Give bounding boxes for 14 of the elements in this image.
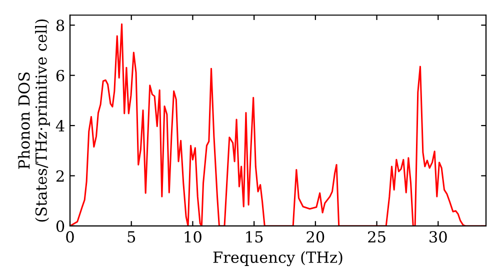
x-tick-label: 30	[430, 231, 447, 243]
x-tick-label: 0	[66, 231, 74, 243]
y-tick-label: 8	[56, 20, 64, 32]
x-tick-label: 5	[128, 231, 136, 243]
x-axis-title: Frequency (THz)	[213, 251, 342, 266]
y-tick-label: 4	[56, 120, 64, 132]
y-axis-title: Phonon DOS (States/THz·primitive cell)	[18, 20, 50, 222]
y-tick-label: 0	[56, 220, 64, 232]
y-tick-label: 6	[56, 70, 64, 82]
x-tick-label: 25	[368, 231, 386, 243]
x-tick-label: 10	[184, 231, 202, 243]
x-tick-label: 20	[306, 231, 324, 243]
x-tick-label: 15	[246, 231, 263, 243]
y-tick-label: 2	[56, 170, 64, 182]
